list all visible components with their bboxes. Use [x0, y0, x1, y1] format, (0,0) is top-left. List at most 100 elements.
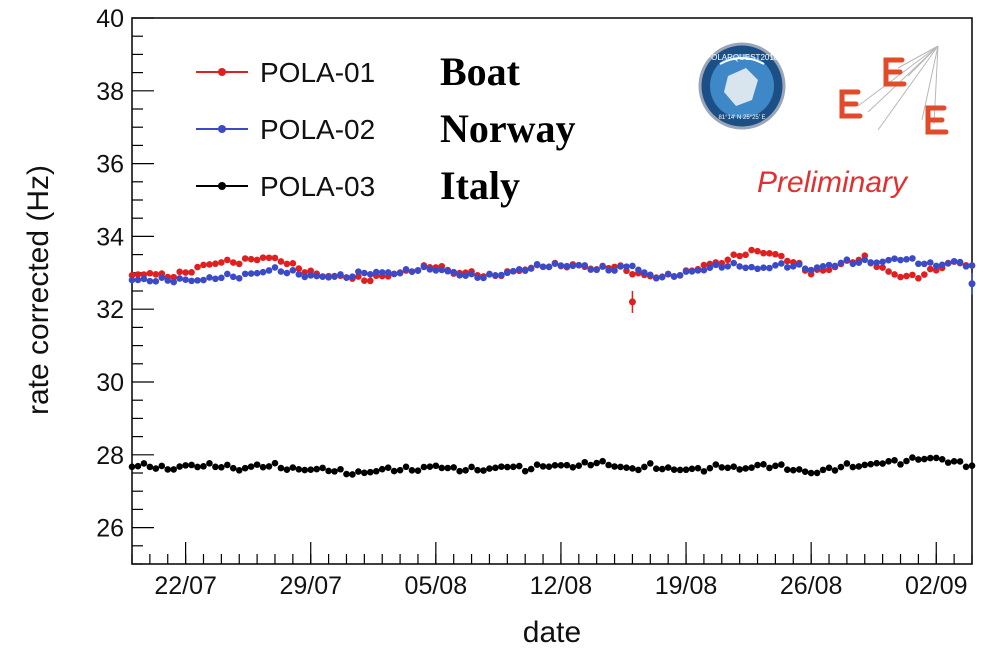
data-point — [855, 259, 863, 266]
data-point — [819, 263, 827, 270]
data-point — [355, 273, 362, 280]
data-point — [628, 298, 636, 306]
legend-site-label: Italy — [440, 163, 520, 208]
data-point — [772, 462, 779, 470]
data-point — [301, 466, 309, 474]
mission-badge-text: POLARQUEST2018 — [706, 53, 779, 62]
data-point — [926, 265, 934, 273]
x-tick-label: 02/09 — [905, 572, 968, 600]
data-point — [509, 463, 517, 471]
data-point — [396, 466, 404, 474]
data-point — [337, 271, 344, 278]
data-point — [450, 268, 458, 276]
data-point — [289, 267, 297, 274]
data-point — [897, 461, 904, 468]
plot-border — [131, 17, 973, 565]
data-point — [825, 266, 833, 274]
data-point — [891, 271, 898, 278]
data-point — [599, 263, 606, 270]
data-point — [736, 466, 743, 473]
data-point — [509, 267, 517, 275]
data-point — [605, 267, 612, 274]
data-point — [778, 260, 785, 267]
data-point — [652, 465, 660, 472]
data-point — [897, 273, 904, 281]
data-point — [218, 274, 225, 282]
data-point — [795, 261, 803, 268]
data-point — [355, 268, 362, 275]
data-point — [623, 263, 630, 270]
data-point — [605, 461, 612, 469]
data-point — [378, 465, 386, 473]
data-point — [629, 270, 636, 278]
data-point — [938, 261, 946, 269]
data-point — [897, 256, 904, 264]
data-point — [730, 251, 738, 258]
data-point — [587, 461, 595, 469]
data-point — [885, 256, 892, 264]
data-point — [712, 461, 720, 468]
data-point — [688, 465, 696, 473]
data-point — [200, 463, 207, 470]
data-point — [366, 277, 374, 285]
data-point — [539, 263, 547, 271]
data-point — [188, 277, 195, 285]
data-point — [194, 263, 201, 271]
data-point — [950, 257, 958, 265]
data-point — [903, 457, 910, 465]
data-point — [301, 273, 309, 281]
y-tick-label: 34 — [96, 223, 124, 251]
data-point — [432, 462, 440, 470]
data-point — [170, 273, 178, 281]
data-point — [319, 464, 326, 472]
data-point — [742, 465, 749, 472]
data-point — [837, 463, 845, 471]
legend-series-name: POLA-02 — [260, 114, 375, 145]
data-point — [760, 249, 767, 257]
data-point — [229, 273, 237, 281]
data-point — [700, 266, 708, 274]
data-point — [635, 466, 642, 474]
data-point — [355, 468, 362, 475]
data-point — [134, 271, 142, 278]
data-point — [915, 260, 922, 268]
data-point — [206, 274, 213, 281]
data-point — [599, 457, 606, 465]
data-point — [611, 463, 618, 470]
data-point — [152, 271, 160, 278]
data-point — [480, 274, 487, 282]
data-point — [241, 464, 249, 472]
data-point — [938, 456, 946, 463]
data-point — [801, 468, 809, 475]
data-point — [533, 461, 541, 468]
data-point — [760, 461, 767, 468]
data-point — [956, 458, 964, 465]
series-pola-01 — [128, 246, 976, 313]
data-point — [218, 464, 225, 471]
legend-marker — [218, 68, 226, 76]
data-point — [259, 268, 267, 276]
y-tick-label: 38 — [96, 78, 124, 106]
x-tick-label: 19/08 — [655, 572, 718, 600]
data-point — [140, 275, 148, 283]
data-point — [682, 268, 690, 275]
data-point — [944, 260, 952, 267]
data-point — [498, 271, 505, 279]
data-point — [879, 460, 886, 467]
x-tick-label: 22/07 — [154, 572, 217, 600]
data-point — [766, 464, 773, 472]
data-point — [474, 274, 481, 282]
data-point — [414, 267, 422, 274]
data-point — [289, 464, 297, 471]
data-point — [646, 271, 654, 279]
data-point — [718, 464, 726, 471]
data-point — [885, 458, 892, 465]
data-point — [438, 464, 446, 472]
data-point — [349, 471, 356, 478]
data-point — [140, 460, 148, 467]
data-point — [182, 462, 189, 469]
data-point — [706, 264, 714, 271]
data-point — [176, 275, 183, 282]
data-point — [206, 460, 213, 467]
data-point — [617, 263, 624, 270]
